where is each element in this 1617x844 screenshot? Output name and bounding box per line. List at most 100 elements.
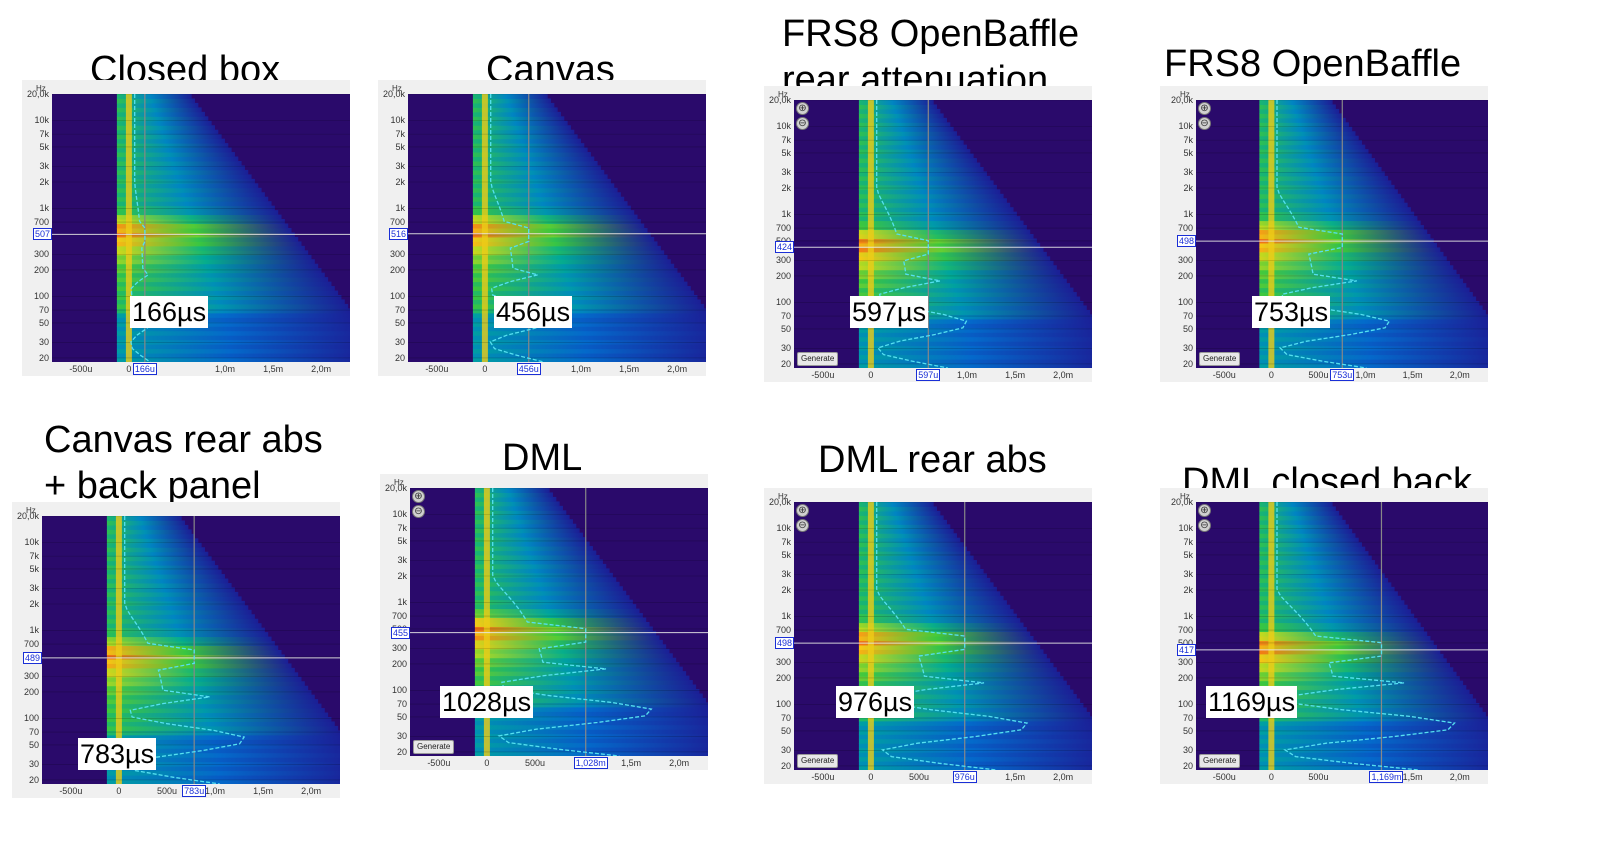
zoom-in-icon[interactable]: ⊕ (412, 490, 425, 503)
energy-band (472, 111, 561, 117)
energy-band (1259, 216, 1418, 222)
zoom-in-icon[interactable]: ⊕ (1198, 504, 1211, 517)
energy-band (1259, 689, 1470, 695)
generate-button[interactable]: Generate (797, 352, 839, 366)
zoom-out-icon[interactable]: ⊖ (1198, 117, 1211, 130)
generate-button[interactable]: Generate (1199, 352, 1241, 366)
zoom-out-icon[interactable]: ⊖ (796, 117, 809, 130)
energy-band (1259, 756, 1488, 762)
energy-band (858, 180, 994, 186)
energy-band (116, 353, 350, 359)
y-tick-label: 3k (1183, 569, 1193, 580)
cursor-time-readout: 1,169m (1369, 771, 1404, 783)
generate-button[interactable]: Generate (797, 754, 839, 768)
energy-band (1259, 729, 1488, 735)
energy-band (1259, 323, 1488, 329)
energy-band (472, 236, 655, 242)
spectrogram-2[interactable] (408, 94, 706, 362)
y-tick-label: 5k (39, 141, 49, 152)
energy-band (1259, 747, 1488, 753)
x-tick-label: 500u (156, 786, 177, 796)
energy-band (106, 708, 325, 714)
y-tick-label: 50 (28, 739, 39, 750)
zoom-in-icon[interactable]: ⊕ (796, 504, 809, 517)
zoom-in-icon[interactable]: ⊕ (796, 102, 809, 115)
energy-band (472, 205, 631, 211)
y-tick-label: 30 (1182, 343, 1193, 354)
energy-band (1259, 524, 1349, 530)
chart-title-6: DML (502, 436, 582, 482)
energy-band (106, 717, 332, 722)
energy-band (106, 516, 182, 521)
energy-band (472, 169, 605, 175)
spectrogram-8[interactable] (1196, 502, 1488, 770)
energy-band (472, 178, 611, 184)
energy-band (106, 752, 340, 758)
group-delay-trace (876, 100, 968, 368)
chart-title-line: DML (502, 437, 583, 479)
y-tick-label: 5k (781, 549, 791, 560)
energy-band (1259, 743, 1488, 749)
x-tick-label: 500u (524, 758, 545, 768)
zoom-out-icon[interactable]: ⊖ (796, 519, 809, 532)
y-tick-label: 2k (395, 176, 405, 187)
energy-band (472, 348, 706, 354)
x-tick-label: -500u (1212, 370, 1236, 380)
energy-band (858, 573, 987, 579)
y-tick-label: 300 (33, 249, 49, 260)
chart-title-line: FRS8 OpenBaffle (1164, 43, 1462, 85)
spectrogram-6[interactable] (410, 488, 708, 756)
zoom-out-icon[interactable]: ⊖ (1198, 519, 1211, 532)
energy-band (472, 165, 601, 171)
energy-band (472, 98, 552, 104)
energy-band (1259, 506, 1336, 512)
generate-button[interactable]: Generate (1199, 754, 1241, 768)
energy-band (1259, 140, 1362, 146)
y-tick-label: 200 (23, 686, 39, 697)
energy-band (106, 547, 205, 553)
spectrogram-4[interactable] (1196, 100, 1488, 368)
spectrogram-7[interactable] (794, 502, 1092, 770)
x-tick-label: 1,5m (1005, 370, 1026, 380)
energy-band (1259, 287, 1470, 293)
y-unit-label: Hz (392, 84, 402, 93)
impulse-column (483, 488, 490, 756)
cursor-time-readout: 976u (952, 771, 977, 783)
energy-band (1259, 256, 1447, 262)
energy-band (116, 344, 350, 350)
y-tick-label: 20,0k (768, 95, 791, 105)
y-tick-label: 700 (775, 223, 791, 234)
energy-band (116, 205, 275, 211)
cursor-frequency-readout: 455 (391, 626, 411, 639)
y-tick-label: 300 (389, 249, 405, 260)
energy-band (858, 256, 1051, 262)
energy-band (1259, 680, 1464, 686)
energy-band (1259, 671, 1457, 677)
spectrogram-3[interactable] (794, 100, 1092, 368)
y-tick-label: 20,0k (26, 89, 49, 99)
y-tick-label: 200 (1177, 672, 1193, 683)
energy-band (474, 501, 560, 507)
energy-band (1259, 283, 1467, 289)
y-tick-label: 100 (391, 685, 407, 696)
energy-band (858, 189, 1001, 195)
generate-button[interactable]: Generate (413, 740, 455, 754)
x-tick-label: 2,0m (1449, 772, 1470, 782)
energy-band (474, 546, 593, 552)
zoom-in-icon[interactable]: ⊕ (1198, 102, 1211, 115)
energy-band (1259, 560, 1376, 566)
cursor-frequency-readout: 507 (33, 228, 53, 241)
y-unit-label: Hz (36, 84, 46, 93)
energy-band (1259, 108, 1340, 114)
energy-band (116, 120, 212, 126)
energy-band (472, 201, 628, 207)
energy-band (474, 751, 708, 756)
energy-band (116, 312, 350, 318)
energy-band (106, 565, 219, 571)
energy-band (858, 131, 957, 137)
cursor-frequency-readout: 498 (775, 637, 795, 650)
zoom-out-icon[interactable]: ⊖ (412, 505, 425, 518)
energy-band (472, 357, 706, 362)
energy-band (1259, 220, 1421, 226)
energy-band (472, 214, 638, 220)
